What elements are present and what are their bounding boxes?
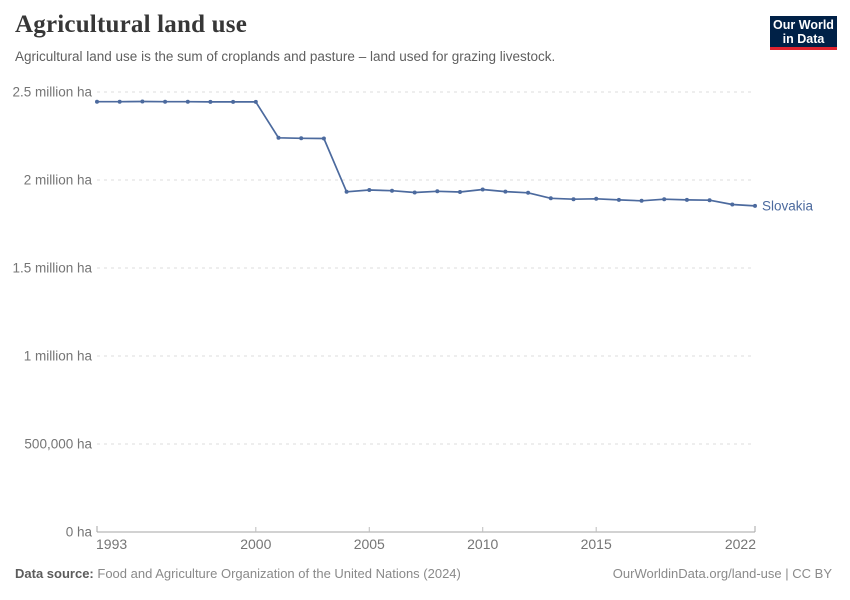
slovakia-line-series[interactable] xyxy=(96,100,756,207)
x-axis-label: 2000 xyxy=(240,536,271,550)
owid-url-link[interactable]: OurWorldinData.org/land-use xyxy=(612,566,782,581)
data-point[interactable] xyxy=(276,135,281,140)
data-point[interactable] xyxy=(140,99,145,104)
y-axis-label: 1.5 million ha xyxy=(12,261,92,276)
x-axis-label: 2022 xyxy=(725,536,756,550)
data-point[interactable] xyxy=(480,187,485,192)
data-point[interactable] xyxy=(95,99,99,104)
data-point[interactable] xyxy=(594,196,599,201)
data-point[interactable] xyxy=(662,197,667,202)
data-point[interactable] xyxy=(526,190,531,195)
data-point[interactable] xyxy=(231,99,236,104)
data-point[interactable] xyxy=(503,189,508,194)
data-point[interactable] xyxy=(639,198,644,203)
owid-logo-line1: Our World xyxy=(773,17,834,32)
data-point[interactable] xyxy=(321,136,326,141)
data-point[interactable] xyxy=(367,188,372,192)
line-chart[interactable]: 0 ha 500,000 ha 1 million ha 1.5 million ha… xyxy=(0,80,850,551)
data-point[interactable] xyxy=(684,197,689,202)
series-label-slovakia[interactable]: Slovakia xyxy=(762,198,814,213)
data-point[interactable] xyxy=(707,198,712,203)
data-point[interactable] xyxy=(412,190,417,195)
x-axis-label: 1993 xyxy=(96,536,127,550)
data-source: Data source: Food and Agriculture Organi… xyxy=(15,566,461,581)
y-axis-label: 1 million ha xyxy=(24,349,93,364)
chart-subtitle: Agricultural land use is the sum of crop… xyxy=(15,49,556,64)
data-point[interactable] xyxy=(435,189,440,194)
data-point[interactable] xyxy=(117,99,122,104)
data-point[interactable] xyxy=(548,196,553,201)
y-axis-label: 0 ha xyxy=(66,525,93,540)
x-axis-label: 2005 xyxy=(354,536,385,550)
footer-separator: | xyxy=(785,566,789,581)
license-label: CC BY xyxy=(792,566,832,581)
owid-logo-line2: in Data xyxy=(782,31,825,46)
data-point[interactable] xyxy=(344,189,349,194)
owid-logo[interactable]: Our World in Data xyxy=(770,16,837,50)
data-source-label: Data source: xyxy=(15,566,94,581)
footer-links: OurWorldinData.org/land-use | CC BY xyxy=(613,566,832,581)
data-point[interactable] xyxy=(185,99,190,104)
x-axis-label: 2015 xyxy=(581,536,612,550)
data-point[interactable] xyxy=(753,203,757,208)
data-point[interactable] xyxy=(730,202,735,207)
data-point[interactable] xyxy=(616,197,621,202)
data-point[interactable] xyxy=(253,99,258,104)
data-point[interactable] xyxy=(571,197,576,202)
data-point[interactable] xyxy=(163,99,168,104)
y-axis-label: 500,000 ha xyxy=(24,437,92,452)
page-title: Agricultural land use xyxy=(15,11,247,38)
y-axis-label: 2 million ha xyxy=(24,173,93,188)
data-point[interactable] xyxy=(208,99,213,104)
data-point[interactable] xyxy=(390,188,394,193)
data-point[interactable] xyxy=(299,136,304,141)
y-axis-label: 2.5 million ha xyxy=(12,85,92,100)
x-axis-label: 2010 xyxy=(467,536,498,550)
data-source-text: Food and Agriculture Organization of the… xyxy=(97,566,461,581)
data-point[interactable] xyxy=(458,190,462,194)
